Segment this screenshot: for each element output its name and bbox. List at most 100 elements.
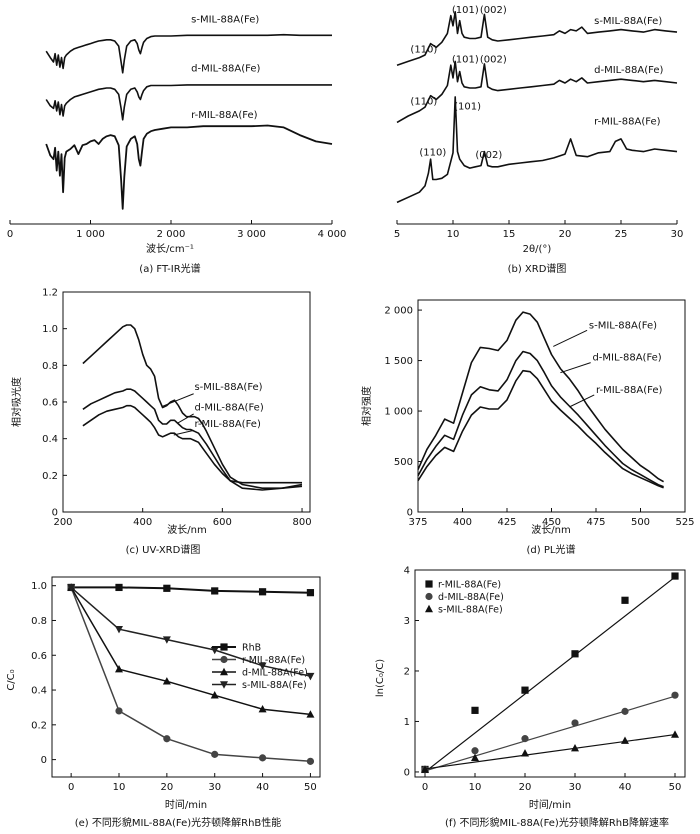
x-tick-label: 0 bbox=[7, 229, 13, 240]
x-tick-label: 30 bbox=[671, 229, 684, 240]
legend-label: r-MIL-88A(Fe) bbox=[438, 580, 501, 591]
data-point bbox=[115, 664, 123, 673]
y-tick-label: 1.2 bbox=[42, 288, 58, 299]
series-line bbox=[417, 369, 664, 489]
legend-label: d-MIL-88A(Fe) bbox=[242, 668, 308, 679]
data-point bbox=[306, 710, 315, 718]
data-point bbox=[671, 730, 679, 738]
series-s-MIL-88A(Fe) bbox=[82, 324, 303, 489]
x-tick-label: 400 bbox=[133, 517, 152, 528]
x-tick-label: 30 bbox=[208, 782, 221, 793]
legend-marker bbox=[220, 681, 228, 689]
fit-line bbox=[424, 695, 676, 772]
x-axis-label: 时间/min bbox=[529, 798, 571, 811]
x-tick-label: 0 bbox=[422, 782, 428, 793]
data-point bbox=[258, 662, 267, 670]
x-tick-label: 800 bbox=[292, 517, 311, 528]
plot-frame bbox=[414, 569, 686, 778]
x-tick-label: 1 000 bbox=[76, 229, 105, 240]
y-tick-label: 0.4 bbox=[42, 434, 58, 445]
x-tick-label: 20 bbox=[160, 782, 173, 793]
panel-d: 375 400 425 450 475 500 525 0 500 1 000 1 500 2 000… bbox=[360, 299, 695, 556]
panel-e: 0 10 20 30 40 50 0 0.2 0.4 0.6 0.8 1.0 时间/min C/C₀ (e)… bbox=[6, 576, 321, 829]
data-point bbox=[306, 672, 315, 681]
y-tick-label: 1 bbox=[404, 717, 410, 728]
annotation-pointer bbox=[161, 393, 194, 408]
x-tick-label: 425 bbox=[497, 517, 516, 528]
x-tick-label: 0 bbox=[68, 782, 74, 793]
data-point bbox=[471, 747, 479, 755]
x-tick-label: 20 bbox=[559, 229, 572, 240]
y-tick-label: 0 bbox=[404, 767, 410, 778]
legend-label: RhB bbox=[242, 643, 261, 654]
series-line bbox=[71, 586, 311, 594]
plot-frame bbox=[51, 576, 321, 778]
annotation-label: d-MIL-88A(Fe) bbox=[594, 65, 663, 76]
annotation-pointer bbox=[560, 362, 591, 374]
panel-b: 5 10 15 20 25 30 2θ/(°) (b) XRD谱图 s-MIL-88A(Fe) d… bbox=[394, 5, 684, 275]
series-line bbox=[70, 587, 311, 763]
x-tick-label: 20 bbox=[519, 782, 532, 793]
series-line bbox=[45, 84, 332, 121]
series-s-MIL-88A(Fe) bbox=[396, 11, 678, 66]
annotation-label: s-MIL-88A(Fe) bbox=[589, 320, 657, 331]
data-point bbox=[521, 686, 529, 694]
x-tick-label: 15 bbox=[503, 229, 516, 240]
data-point bbox=[306, 589, 315, 597]
y-axis-label: 相对吸光度 bbox=[10, 377, 23, 427]
annotation-label: r-MIL-88A(Fe) bbox=[594, 116, 660, 127]
annotation-label: s-MIL-88A(Fe) bbox=[194, 382, 262, 393]
annotation-label: r-MIL-88A(Fe) bbox=[194, 419, 260, 430]
y-axis-label: C/C₀ bbox=[6, 669, 17, 690]
x-tick-label: 200 bbox=[53, 517, 72, 528]
series-r-MIL-88A(Fe) bbox=[417, 369, 664, 489]
data-point bbox=[162, 677, 171, 685]
data-point bbox=[258, 704, 267, 713]
x-tick-label: 525 bbox=[675, 517, 694, 528]
legend-marker bbox=[425, 604, 433, 613]
x-tick-label: 375 bbox=[408, 517, 427, 528]
x-tick-label: 40 bbox=[256, 782, 269, 793]
y-tick-label: 0.8 bbox=[31, 616, 47, 627]
data-point bbox=[571, 650, 579, 658]
x-tick-label: 400 bbox=[453, 517, 472, 528]
series-RhB bbox=[67, 583, 315, 597]
series-s-MIL-88A(Fe) bbox=[421, 730, 679, 773]
y-tick-label: 0.4 bbox=[31, 686, 47, 697]
annotation-label: (002) bbox=[475, 150, 502, 161]
x-axis-label: 波长/cm⁻¹ bbox=[146, 242, 194, 255]
series-line bbox=[396, 96, 678, 204]
legend-label: d-MIL-88A(Fe) bbox=[438, 592, 504, 603]
y-axis-label: 相对强度 bbox=[360, 386, 373, 426]
data-point bbox=[211, 750, 219, 758]
legend-marker bbox=[425, 580, 433, 588]
annotation-label: r-MIL-88A(Fe) bbox=[191, 110, 257, 121]
x-axis-label: 2θ/(°) bbox=[523, 244, 552, 255]
data-point bbox=[421, 765, 429, 773]
panel-a: 0 1 000 2 000 3 000 4 000 波长/cm⁻¹ (a) FT-IR光谱 s… bbox=[7, 15, 347, 275]
panel-c: 200 400 600 800 0 0.2 0.4 0.6 0.8 1.0 1.2 波长/nm 相对吸光… bbox=[10, 288, 312, 557]
series-line bbox=[396, 60, 678, 124]
annotation-pointer bbox=[177, 413, 194, 424]
legend-marker bbox=[425, 592, 433, 601]
y-tick-label: 4 bbox=[404, 566, 410, 577]
data-point bbox=[471, 753, 479, 762]
data-point bbox=[211, 587, 219, 595]
data-point bbox=[210, 646, 219, 655]
series-s-MIL-88A(Fe) bbox=[67, 584, 315, 681]
data-point bbox=[521, 735, 529, 743]
series-line bbox=[82, 324, 303, 489]
annotation-label: d-MIL-88A(Fe) bbox=[592, 353, 661, 364]
figure-caption: (b) XRD谱图 bbox=[508, 262, 567, 275]
data-point bbox=[571, 719, 579, 727]
figure-caption: (e) 不同形貌MIL-88A(Fe)光芬顿降解RhB性能 bbox=[75, 816, 282, 829]
x-tick-label: 2 000 bbox=[157, 229, 186, 240]
y-tick-label: 0.6 bbox=[42, 398, 58, 409]
series-line bbox=[396, 11, 678, 66]
series-d-MIL-88A(Fe) bbox=[67, 583, 315, 718]
figure-caption: (d) PL光谱 bbox=[527, 543, 576, 556]
x-tick-label: 500 bbox=[631, 517, 650, 528]
legend-marker bbox=[220, 667, 228, 676]
data-point bbox=[115, 707, 123, 715]
